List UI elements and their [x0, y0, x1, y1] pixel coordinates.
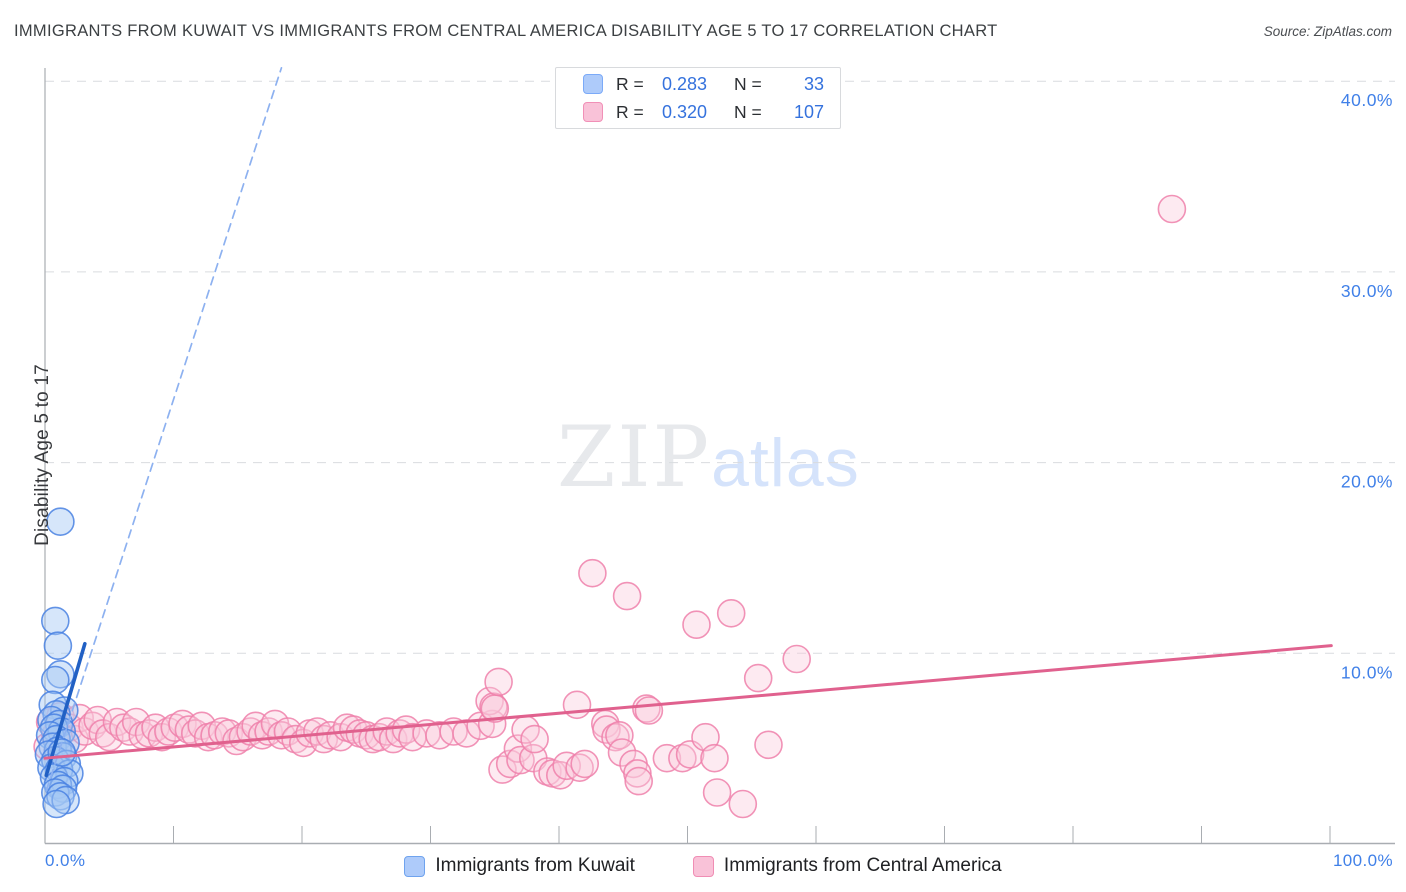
- n-value-central-america: 107: [793, 101, 824, 122]
- central-america-point: [607, 738, 637, 767]
- legend-row-central-america: R = 0.320 N = 107: [583, 101, 840, 123]
- central-america-legend-swatch-icon: [692, 855, 714, 877]
- central-america-point: [700, 743, 729, 773]
- kuwait-point: [40, 665, 70, 695]
- central-america-point: [634, 696, 664, 725]
- central-america-point: [570, 749, 600, 779]
- central-america-point: [562, 690, 592, 720]
- central-america-point: [624, 766, 654, 796]
- source-attribution: Source: ZipAtlas.com: [1263, 24, 1392, 39]
- x-axis-min-label: 0.0%: [45, 851, 86, 870]
- series-legend: Immigrants from Kuwait Immigrants from C…: [0, 855, 1406, 877]
- central-america-point: [578, 558, 607, 588]
- x-axis-max-label: 100.0%: [1332, 851, 1393, 870]
- kuwait-point: [40, 606, 70, 636]
- kuwait-legend-swatch-icon: [404, 855, 426, 877]
- y-tick-label-30: 30.0%: [1341, 281, 1393, 301]
- central-america-trend-line-solid: [43, 644, 1333, 760]
- n-value-kuwait: 33: [803, 73, 824, 94]
- y-tick-label-40: 40.0%: [1341, 90, 1393, 110]
- central-america-point: [520, 724, 549, 754]
- kuwait-point: [46, 781, 75, 811]
- central-america-point: [484, 667, 513, 697]
- kuwait-point: [46, 659, 75, 689]
- kuwait-trend-line-dashed: [45, 67, 283, 792]
- central-america-point: [281, 724, 310, 754]
- legend-item-kuwait: Immigrants from Kuwait: [404, 855, 635, 877]
- central-america-legend-label: Immigrants from Central America: [723, 855, 1002, 876]
- central-america-point: [754, 730, 783, 760]
- r-value-kuwait: 0.283: [662, 73, 708, 94]
- central-america-point: [716, 598, 746, 628]
- central-america-point: [652, 743, 682, 773]
- legend-row-kuwait: R = 0.283 N = 33: [583, 73, 840, 95]
- central-america-point: [702, 778, 732, 807]
- y-axis-title: Disability Age 5 to 17: [32, 364, 53, 546]
- central-america-point: [682, 610, 711, 640]
- central-america-point: [668, 743, 697, 773]
- legend-item-central-america: Immigrants from Central America: [692, 855, 1002, 877]
- y-tick-label-20: 20.0%: [1341, 472, 1393, 492]
- r-value-central-america: 0.320: [662, 101, 708, 122]
- central-america-swatch-icon: [583, 102, 603, 122]
- central-america-point: [743, 663, 773, 693]
- kuwait-point: [46, 507, 75, 537]
- central-america-point: [488, 755, 517, 784]
- kuwait-legend-label: Immigrants from Kuwait: [435, 855, 635, 876]
- n-label: N =: [734, 73, 762, 94]
- kuwait-point: [42, 789, 71, 819]
- n-label: N =: [734, 101, 762, 122]
- central-america-point: [503, 734, 533, 763]
- kuwait-point: [43, 631, 73, 661]
- central-america-point: [565, 753, 594, 783]
- chart-title: IMMIGRANTS FROM KUWAIT VS IMMIGRANTS FRO…: [14, 22, 998, 40]
- central-america-point: [632, 694, 661, 723]
- kuwait-trend-line-solid: [44, 641, 87, 778]
- central-america-point: [691, 722, 720, 752]
- kuwait-swatch-icon: [583, 74, 603, 94]
- r-label: R =: [616, 101, 644, 122]
- y-tick-label-10: 10.0%: [1341, 662, 1393, 682]
- central-america-point: [782, 644, 812, 674]
- central-america-point: [612, 581, 642, 611]
- central-america-point: [728, 789, 758, 819]
- central-america-point: [1157, 194, 1187, 224]
- correlation-legend-box: R = 0.283 N = 33 R = 0.320 N = 107: [555, 67, 841, 129]
- r-label: R =: [616, 73, 644, 94]
- central-america-point: [623, 759, 652, 788]
